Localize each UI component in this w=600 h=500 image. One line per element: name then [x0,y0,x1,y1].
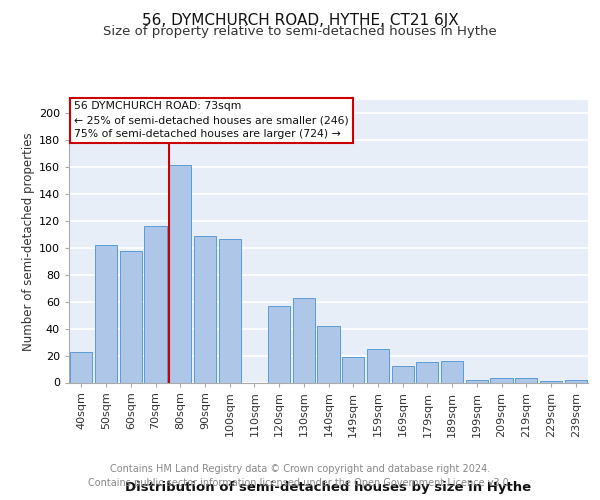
Bar [95,246,117,382]
Bar [194,236,216,382]
Bar [268,306,290,382]
Bar [540,381,562,382]
Bar [119,250,142,382]
Text: Contains HM Land Registry data © Crown copyright and database right 2024.
Contai: Contains HM Land Registry data © Crown c… [88,464,512,487]
Bar [169,164,191,382]
Bar [416,362,439,382]
Bar [317,326,340,382]
Text: 56, DYMCHURCH ROAD, HYTHE, CT21 6JX: 56, DYMCHURCH ROAD, HYTHE, CT21 6JX [142,12,458,28]
Y-axis label: Number of semi-detached properties: Number of semi-detached properties [22,132,35,350]
Bar [466,380,488,382]
Bar [218,238,241,382]
Bar [293,298,315,382]
Bar [515,378,538,382]
Bar [70,352,92,382]
Bar [367,349,389,382]
Bar [441,361,463,382]
Bar [145,226,167,382]
Text: 56 DYMCHURCH ROAD: 73sqm
← 25% of semi-detached houses are smaller (246)
75% of : 56 DYMCHURCH ROAD: 73sqm ← 25% of semi-d… [74,102,349,140]
X-axis label: Distribution of semi-detached houses by size in Hythe: Distribution of semi-detached houses by … [125,481,532,494]
Bar [392,366,414,382]
Bar [565,380,587,382]
Bar [490,378,512,382]
Text: Size of property relative to semi-detached houses in Hythe: Size of property relative to semi-detach… [103,25,497,38]
Bar [342,357,364,382]
